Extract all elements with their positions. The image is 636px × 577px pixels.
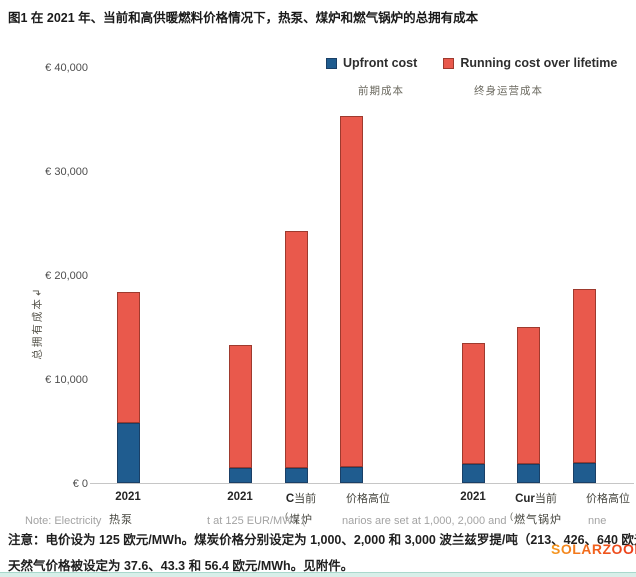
running-swatch-icon	[443, 57, 455, 69]
y-tick-label: € 20,000	[45, 269, 88, 282]
bar-segment-upfront	[339, 466, 363, 484]
bar-segment-upfront	[572, 462, 596, 484]
x-tick-label: C当前	[285, 493, 317, 505]
x-tick-label: 2021	[115, 491, 141, 503]
bar-segment-running	[516, 326, 540, 464]
bar-煤炉-价格高位	[339, 115, 363, 484]
legend-label-upfront-cn: 前期成本	[358, 85, 404, 97]
x-tick-label: Cur当前	[515, 493, 557, 505]
y-axis-title: 总拥有成本↲	[31, 286, 44, 360]
legend-label-upfront: Upfront cost	[343, 56, 418, 70]
y-tick-label: € 10,000	[45, 373, 88, 386]
group-label-热泵: 热泵	[109, 514, 133, 526]
bar-燃气锅炉-价格高位	[572, 289, 596, 484]
x-tick-label: 价格高位	[586, 493, 630, 505]
bar-segment-upfront	[284, 467, 308, 484]
ghost-text-fragment: Note: Electricity	[25, 515, 102, 527]
bar-segment-running	[116, 292, 140, 424]
bar-segment-running	[572, 289, 596, 463]
legend: Upfront cost Running cost over lifetime	[326, 56, 617, 70]
x-tick-label: 价格高位	[346, 493, 390, 505]
x-tick-label: 2021	[227, 491, 253, 503]
y-tick-label: € 40,000	[45, 61, 88, 74]
bar-segment-running	[461, 343, 485, 464]
bottom-separator-line	[0, 572, 636, 577]
bar-热泵-2021	[116, 292, 140, 484]
bar-segment-running	[228, 345, 252, 468]
solarzoom-watermark: SOLARZOOM	[551, 541, 636, 557]
y-tick-label: € 30,000	[45, 165, 88, 178]
ghost-text-fragment: nne	[588, 515, 607, 527]
bar-segment-upfront	[516, 463, 540, 484]
bar-segment-upfront	[228, 467, 252, 484]
bar-segment-running	[284, 230, 308, 468]
bar-煤炉-当前	[284, 230, 308, 484]
bar-燃气锅炉-当前	[516, 326, 540, 484]
legend-item-upfront: Upfront cost	[326, 56, 417, 70]
legend-label-running: Running cost over lifetime	[460, 56, 618, 70]
group-label-燃气锅炉: (燃气锅炉	[510, 511, 562, 526]
ghost-text-fragment: narios are set at 1,000, 2,000 and	[342, 515, 507, 527]
bar-segment-running	[339, 115, 363, 467]
figure-title: 图1 在 2021 年、当前和高供暖燃料价格情况下，热泵、煤炉和燃气锅炉的总拥有…	[8, 11, 479, 25]
bar-segment-upfront	[461, 463, 485, 484]
bar-煤炉-2021	[228, 345, 252, 484]
note-line-2: 天然气价格被设定为 37.6、43.3 和 56.4 欧元/MWh。见附件。	[8, 559, 354, 573]
bar-燃气锅炉-2021	[461, 343, 485, 484]
group-label-煤炉: (煤炉	[285, 511, 313, 526]
x-tick-label: 2021	[460, 491, 486, 503]
y-tick-label: € 0	[72, 477, 88, 490]
legend-label-running-cn: 终身运营成本	[474, 85, 543, 97]
upfront-swatch-icon	[326, 57, 337, 69]
ghost-text-fragment: t at 125 EUR/MWh (	[207, 515, 306, 527]
x-axis-line	[90, 483, 634, 484]
legend-item-running: Running cost over lifetime	[443, 56, 617, 70]
bar-segment-upfront	[116, 423, 140, 484]
note-line-1: 注意：电价设为 125 欧元/MWh。煤炭价格分别设定为 1,000、2,000…	[8, 533, 636, 547]
